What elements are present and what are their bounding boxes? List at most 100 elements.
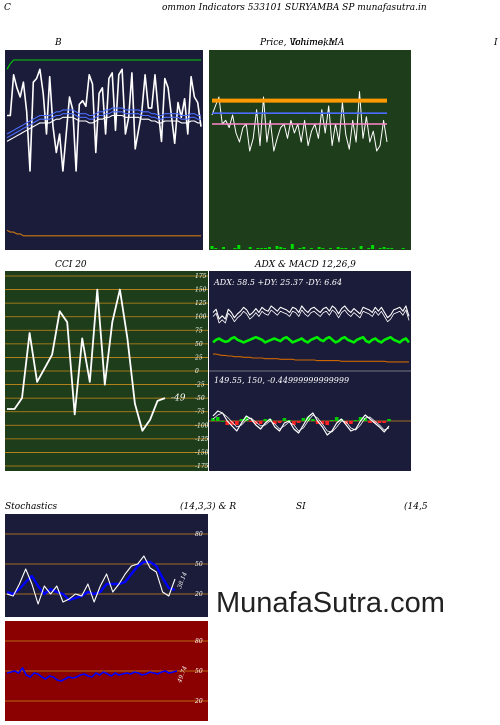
- bb-series-5-line: [6, 229, 201, 237]
- stoch-title-mid: (14,3,3) & R: [180, 502, 237, 512]
- price-volume-bar: [336, 247, 340, 249]
- price-volume-bar: [367, 248, 371, 249]
- cci-tick-label: -150: [195, 449, 208, 456]
- macd-histogram-bar: [325, 421, 329, 425]
- stoch-tick-label: 50: [195, 561, 203, 568]
- header-title: ommon Indicators 533101 SURYAMBA SP muna…: [162, 3, 427, 13]
- adx-label: ADX: 58.5 +DY: 25.37 -DY: 6.64: [213, 278, 342, 287]
- price-volume-bar: [390, 248, 394, 249]
- price-volume-bar: [256, 248, 260, 249]
- stoch-k-line: [6, 555, 176, 605]
- price-volume-bar: [386, 248, 390, 249]
- price-volume-bar: [302, 247, 306, 249]
- macd-histogram-bar: [339, 419, 344, 421]
- macd-histogram-bar: [216, 417, 220, 421]
- bb-series-4-line: [6, 59, 201, 70]
- macd-histogram-bar: [296, 421, 301, 423]
- header-left-char: C: [4, 3, 11, 13]
- macd-histogram-bar: [377, 421, 382, 423]
- bb-panel: [5, 50, 203, 250]
- macd-histogram-bar: [315, 421, 320, 424]
- macd-histogram-bar: [301, 418, 306, 421]
- macd-line: [212, 410, 390, 436]
- price-volume-bar: [267, 247, 271, 249]
- adx-title: ADX & MACD 12,26,9: [255, 260, 356, 270]
- stoch-background: [5, 514, 208, 617]
- cci-tick-label: 150: [195, 287, 207, 294]
- price-volume-bar: [283, 248, 287, 249]
- macd-histogram-bar: [225, 421, 230, 425]
- adx-series-0-line: [212, 305, 410, 320]
- adx-series-0-shadow: [212, 309, 410, 324]
- price-volume-bar: [378, 248, 382, 249]
- cci-tick-label: -100: [195, 422, 208, 429]
- price-volume-bar: [309, 248, 313, 249]
- cci-tick-label: -125: [195, 436, 208, 443]
- macd-histogram-bar: [353, 420, 358, 421]
- price-volume-bar: [329, 248, 332, 249]
- cci-panel: 175 150 125 100 75 50 25 0 -25 -50 -75 -100 -125 -150…: [5, 271, 208, 471]
- adx-series-1-line: [212, 335, 411, 344]
- macd-histogram-bar: [372, 421, 377, 423]
- macd-histogram-bar: [230, 421, 234, 425]
- price-background: [209, 50, 411, 250]
- macd-histogram-bar: [311, 419, 315, 421]
- cci-tick-label: -75: [195, 409, 205, 416]
- cci-tick-label: -175: [195, 463, 208, 470]
- macd-histogram-bar: [320, 421, 325, 424]
- price-volume-bar: [401, 248, 405, 249]
- price-volume-bar: [344, 248, 348, 249]
- price-volume-bar: [210, 246, 214, 249]
- cci-tick-label: -50: [195, 395, 205, 402]
- price-volume-bar: [382, 247, 386, 249]
- macd-histogram-bar: [363, 418, 367, 421]
- price-volume-bar: [214, 248, 218, 249]
- stoch-title-right: (14,5: [404, 502, 428, 512]
- cci-tick-label: 175: [195, 273, 207, 280]
- watermark: MunafaSutra.com: [216, 587, 445, 619]
- macd-label: 149.55, 150, -0.44999999999999: [214, 376, 349, 385]
- cci-tick-label: -25: [195, 382, 205, 389]
- macd-histogram-bar: [334, 417, 339, 421]
- price-volume-bar: [237, 245, 241, 249]
- price-volume-bar: [264, 248, 267, 249]
- macd-histogram-bar: [330, 420, 334, 421]
- adx-panel: 100755025ADX: 58.5 +DY: 25.37 -DY: 6.641…: [209, 271, 411, 471]
- bb-series-2-line: [6, 111, 201, 139]
- bb-series-1-line: [6, 107, 201, 135]
- macd-histogram-bar: [292, 421, 296, 425]
- macd-histogram-bar: [382, 421, 386, 423]
- price-volume-bar: [371, 245, 375, 249]
- cci-tick-label: 50: [195, 341, 203, 348]
- stoch-title-si: SI: [296, 502, 306, 512]
- macd-histogram-bar: [258, 421, 263, 424]
- macd-histogram-bar: [254, 421, 258, 424]
- price-volume-bar: [359, 246, 363, 249]
- cci-title: CCI 20: [55, 260, 87, 270]
- cci-tick-label: 0: [195, 368, 199, 375]
- macd-histogram-bar: [235, 421, 239, 425]
- bb-title: B: [55, 38, 62, 48]
- price-volume-bar: [290, 244, 294, 249]
- price-series-0-line: [211, 91, 388, 152]
- rsi-tick-label: 80: [195, 638, 203, 645]
- price-volume-bar: [233, 248, 237, 249]
- macd-histogram-bar: [349, 421, 353, 424]
- price-volume-bar: [298, 248, 302, 249]
- price-volume-bar: [352, 248, 355, 249]
- cci-tick-label: 100: [195, 314, 207, 321]
- cci-line: [7, 288, 166, 432]
- price-volume-bar: [222, 247, 225, 249]
- macd-histogram-bar: [282, 418, 287, 421]
- bb-background: [5, 50, 203, 250]
- adx-series-2-line: [213, 353, 409, 363]
- price-ichimoku-overlap: Ichimoku: [292, 38, 335, 48]
- rsi-tick-label: 20: [194, 698, 203, 705]
- stoch-tick-label: 80: [195, 531, 203, 538]
- macd-histogram-bar: [306, 417, 310, 421]
- macd-histogram-bar: [273, 421, 277, 424]
- macd-histogram-bar: [220, 421, 225, 422]
- macd-histogram-bar: [239, 419, 244, 421]
